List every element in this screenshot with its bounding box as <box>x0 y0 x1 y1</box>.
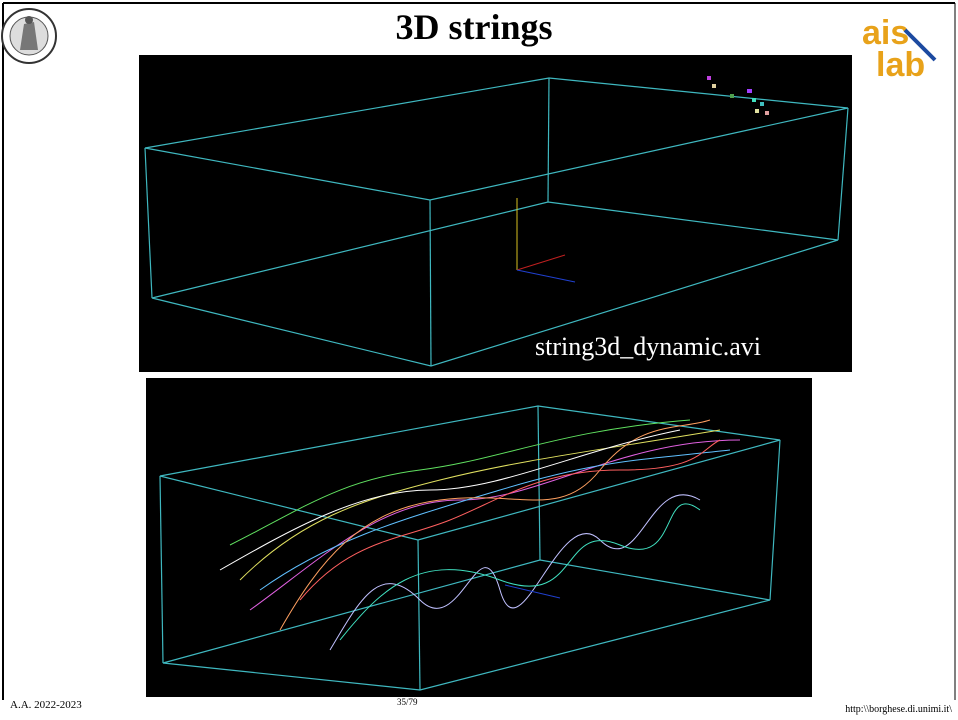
video-caption: string3d_dynamic.avi <box>535 332 761 362</box>
footer-right: http:\\borghese.di.unimi.it\ <box>845 704 952 715</box>
footer-left: A.A. 2022-2023 <box>10 699 82 711</box>
svg-text:lab: lab <box>876 46 925 84</box>
footer-center: 35/79 <box>397 697 418 707</box>
video-frame-1 <box>139 55 852 372</box>
video-frame-2 <box>146 378 812 697</box>
slide-graphics: ais lab <box>0 0 958 720</box>
slide-title: 3D strings <box>0 6 948 48</box>
slide: ais lab <box>0 0 958 720</box>
